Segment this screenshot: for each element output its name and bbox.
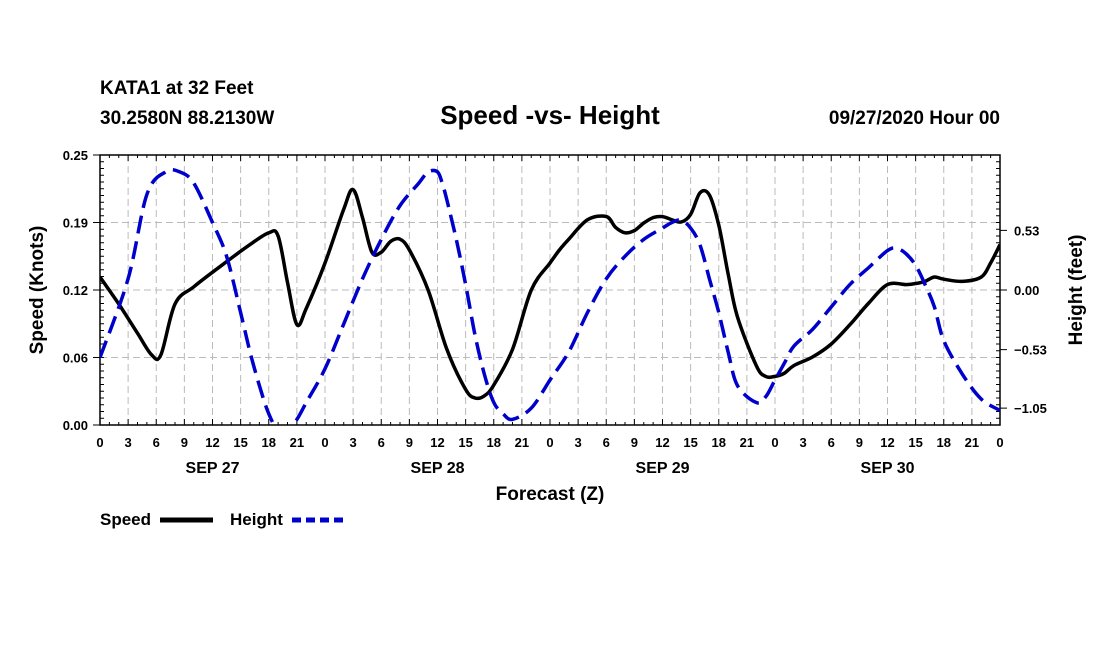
x-tick-label: 6 [603, 435, 610, 450]
x-tick-label: 15 [233, 435, 247, 450]
x-tick-label: 9 [181, 435, 188, 450]
x-tick-label: 21 [740, 435, 754, 450]
x-tick-label: 0 [546, 435, 553, 450]
y-tick-label-left: 0.12 [63, 283, 88, 298]
x-tick-label: 12 [655, 435, 669, 450]
datetime-label: 09/27/2020 Hour 00 [829, 108, 1000, 129]
y-axis-title-left: Speed (Knots) [27, 226, 48, 355]
y-tick-label-left: 0.00 [63, 418, 88, 433]
y-tick-label-left: 0.19 [63, 216, 88, 231]
y-tick-label-right: −1.05 [1014, 401, 1047, 416]
grid-lines [100, 155, 1000, 425]
x-tick-label: 9 [406, 435, 413, 450]
y-tick-label-right: 0.53 [1014, 223, 1039, 238]
x-tick-label: 0 [996, 435, 1003, 450]
series-line-speed [100, 187, 1000, 401]
station-label: KATA1 at 32 Feet [100, 78, 254, 99]
chart-title: Speed -vs- Height [440, 100, 660, 130]
x-tick-label: 21 [965, 435, 979, 450]
x-tick-label: 9 [856, 435, 863, 450]
axes [93, 154, 1007, 426]
x-tick-label: 3 [350, 435, 357, 450]
x-tick-label: 15 [458, 435, 472, 450]
x-tick-label: 6 [153, 435, 160, 450]
x-tick-label: 15 [683, 435, 697, 450]
x-tick-label: 6 [828, 435, 835, 450]
x-tick-label: 21 [290, 435, 304, 450]
x-tick-label: 3 [575, 435, 582, 450]
legend-height-label: Height [230, 510, 283, 529]
x-tick-label: 18 [262, 435, 276, 450]
y-tick-label-right: −0.53 [1014, 343, 1047, 358]
x-tick-label: 3 [125, 435, 132, 450]
date-label: SEP 27 [186, 460, 240, 477]
x-tick-label: 12 [880, 435, 894, 450]
x-tick-label: 12 [205, 435, 219, 450]
x-tick-label: 18 [937, 435, 951, 450]
x-tick-label: 21 [515, 435, 529, 450]
tick-labels: 0 3 6 9 12 15 18 21 0 3 6 9 12 15 18 21 0 3 6 9 12 15 18 21 0 3 6 9… [63, 148, 1047, 477]
series-layer [100, 167, 1000, 425]
y-tick-label-left: 0.25 [63, 148, 88, 163]
coords-label: 30.2580N 88.2130W [100, 108, 274, 129]
date-label: SEP 29 [636, 460, 690, 477]
x-tick-label: 18 [712, 435, 726, 450]
x-tick-label: 0 [771, 435, 778, 450]
y-tick-label-right: 0.00 [1014, 283, 1039, 298]
x-tick-label: 9 [631, 435, 638, 450]
y-axis-title-right: Height (feet) [1066, 235, 1087, 346]
series-line-height [100, 167, 1000, 425]
legend-speed-label: Speed [100, 510, 151, 529]
date-label: SEP 30 [861, 460, 915, 477]
x-tick-label: 0 [96, 435, 103, 450]
x-tick-label: 12 [430, 435, 444, 450]
x-tick-label: 15 [908, 435, 922, 450]
x-tick-label: 6 [378, 435, 385, 450]
x-tick-label: 3 [800, 435, 807, 450]
legend: Speed Height [100, 510, 343, 529]
date-label: SEP 28 [411, 460, 465, 477]
y-tick-label-left: 0.06 [63, 351, 88, 366]
x-axis-title: Forecast (Z) [496, 484, 605, 505]
x-tick-label: 0 [321, 435, 328, 450]
x-tick-label: 18 [487, 435, 501, 450]
